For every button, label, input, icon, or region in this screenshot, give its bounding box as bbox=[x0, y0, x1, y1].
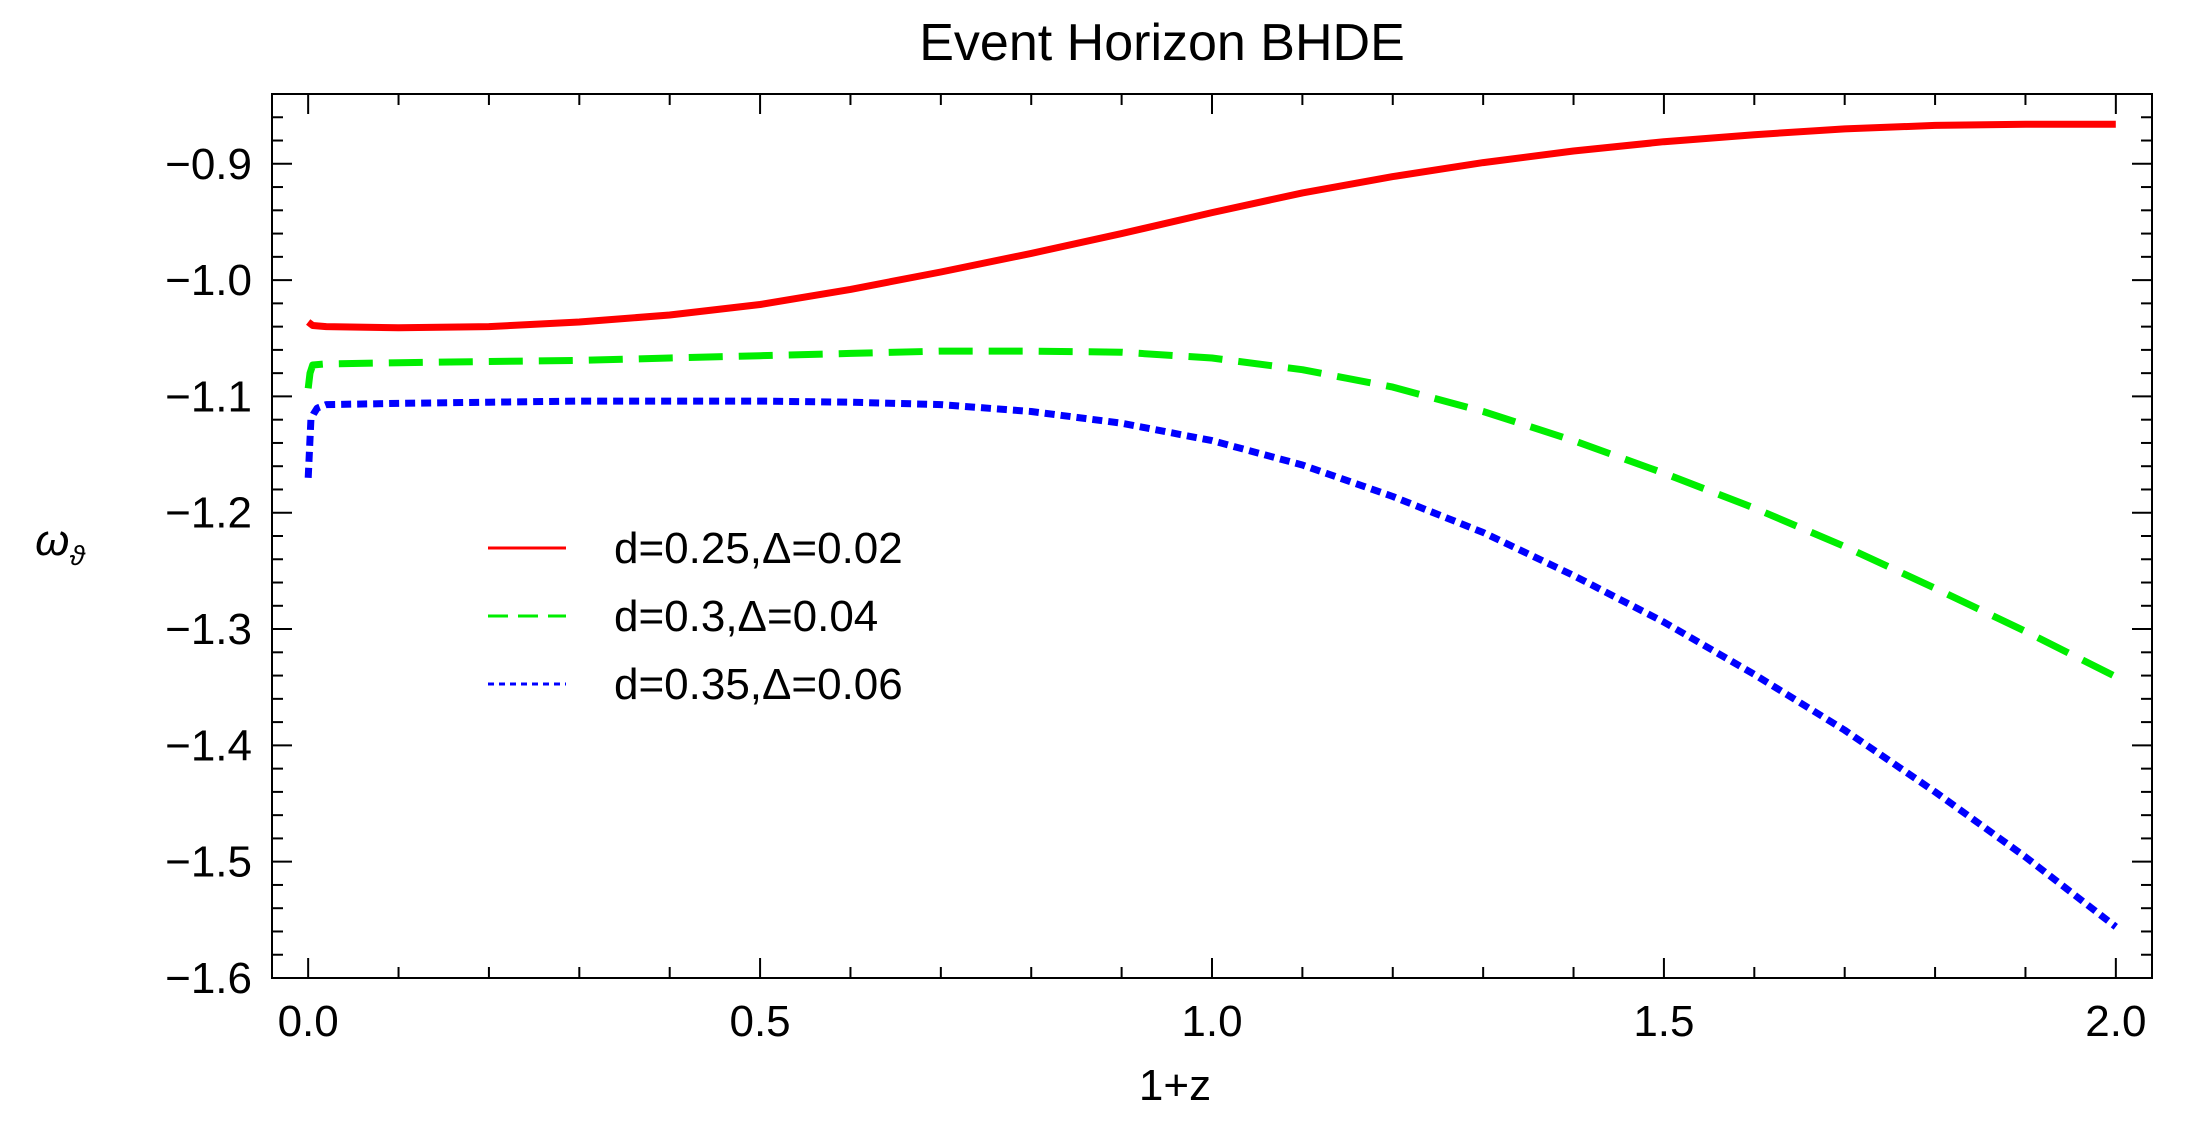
y-tick-label: −1.3 bbox=[165, 605, 252, 654]
chart-title: Event Horizon BHDE bbox=[919, 14, 1405, 72]
legend-label-2: d=0.3,Δ=0.04 bbox=[614, 592, 878, 641]
series-line-1 bbox=[306, 120, 2116, 332]
y-tick-label: −1.5 bbox=[165, 838, 252, 887]
y-axis-label: ωϑ bbox=[35, 516, 86, 571]
legend-label-3: d=0.35,Δ=0.06 bbox=[614, 660, 903, 709]
x-tick-label: 1.0 bbox=[1181, 997, 1242, 1046]
y-tick-label: −0.9 bbox=[165, 140, 252, 189]
x-tick-label: 2.0 bbox=[2085, 997, 2146, 1046]
y-tick-label: −1.2 bbox=[165, 489, 252, 538]
x-axis-label: 1+z bbox=[1139, 1061, 1211, 1110]
plot-frame bbox=[271, 93, 2153, 979]
legend-label-1: d=0.25,Δ=0.02 bbox=[614, 524, 903, 573]
y-tick-label: −1.1 bbox=[165, 372, 252, 421]
y-tick-label: −1.0 bbox=[165, 256, 252, 305]
x-tick-label: 0.5 bbox=[729, 997, 790, 1046]
series-line-2 bbox=[304, 347, 2118, 680]
y-axis-label-subscript: ϑ bbox=[69, 540, 86, 571]
y-tick-label: −1.4 bbox=[165, 721, 252, 770]
x-tick-label: 0.0 bbox=[278, 997, 339, 1046]
y-tick-label: −1.6 bbox=[165, 954, 252, 1003]
x-tick-label: 1.5 bbox=[1633, 997, 1694, 1046]
y-axis-label-main: ω bbox=[35, 516, 69, 565]
series-line-3 bbox=[304, 397, 2118, 930]
